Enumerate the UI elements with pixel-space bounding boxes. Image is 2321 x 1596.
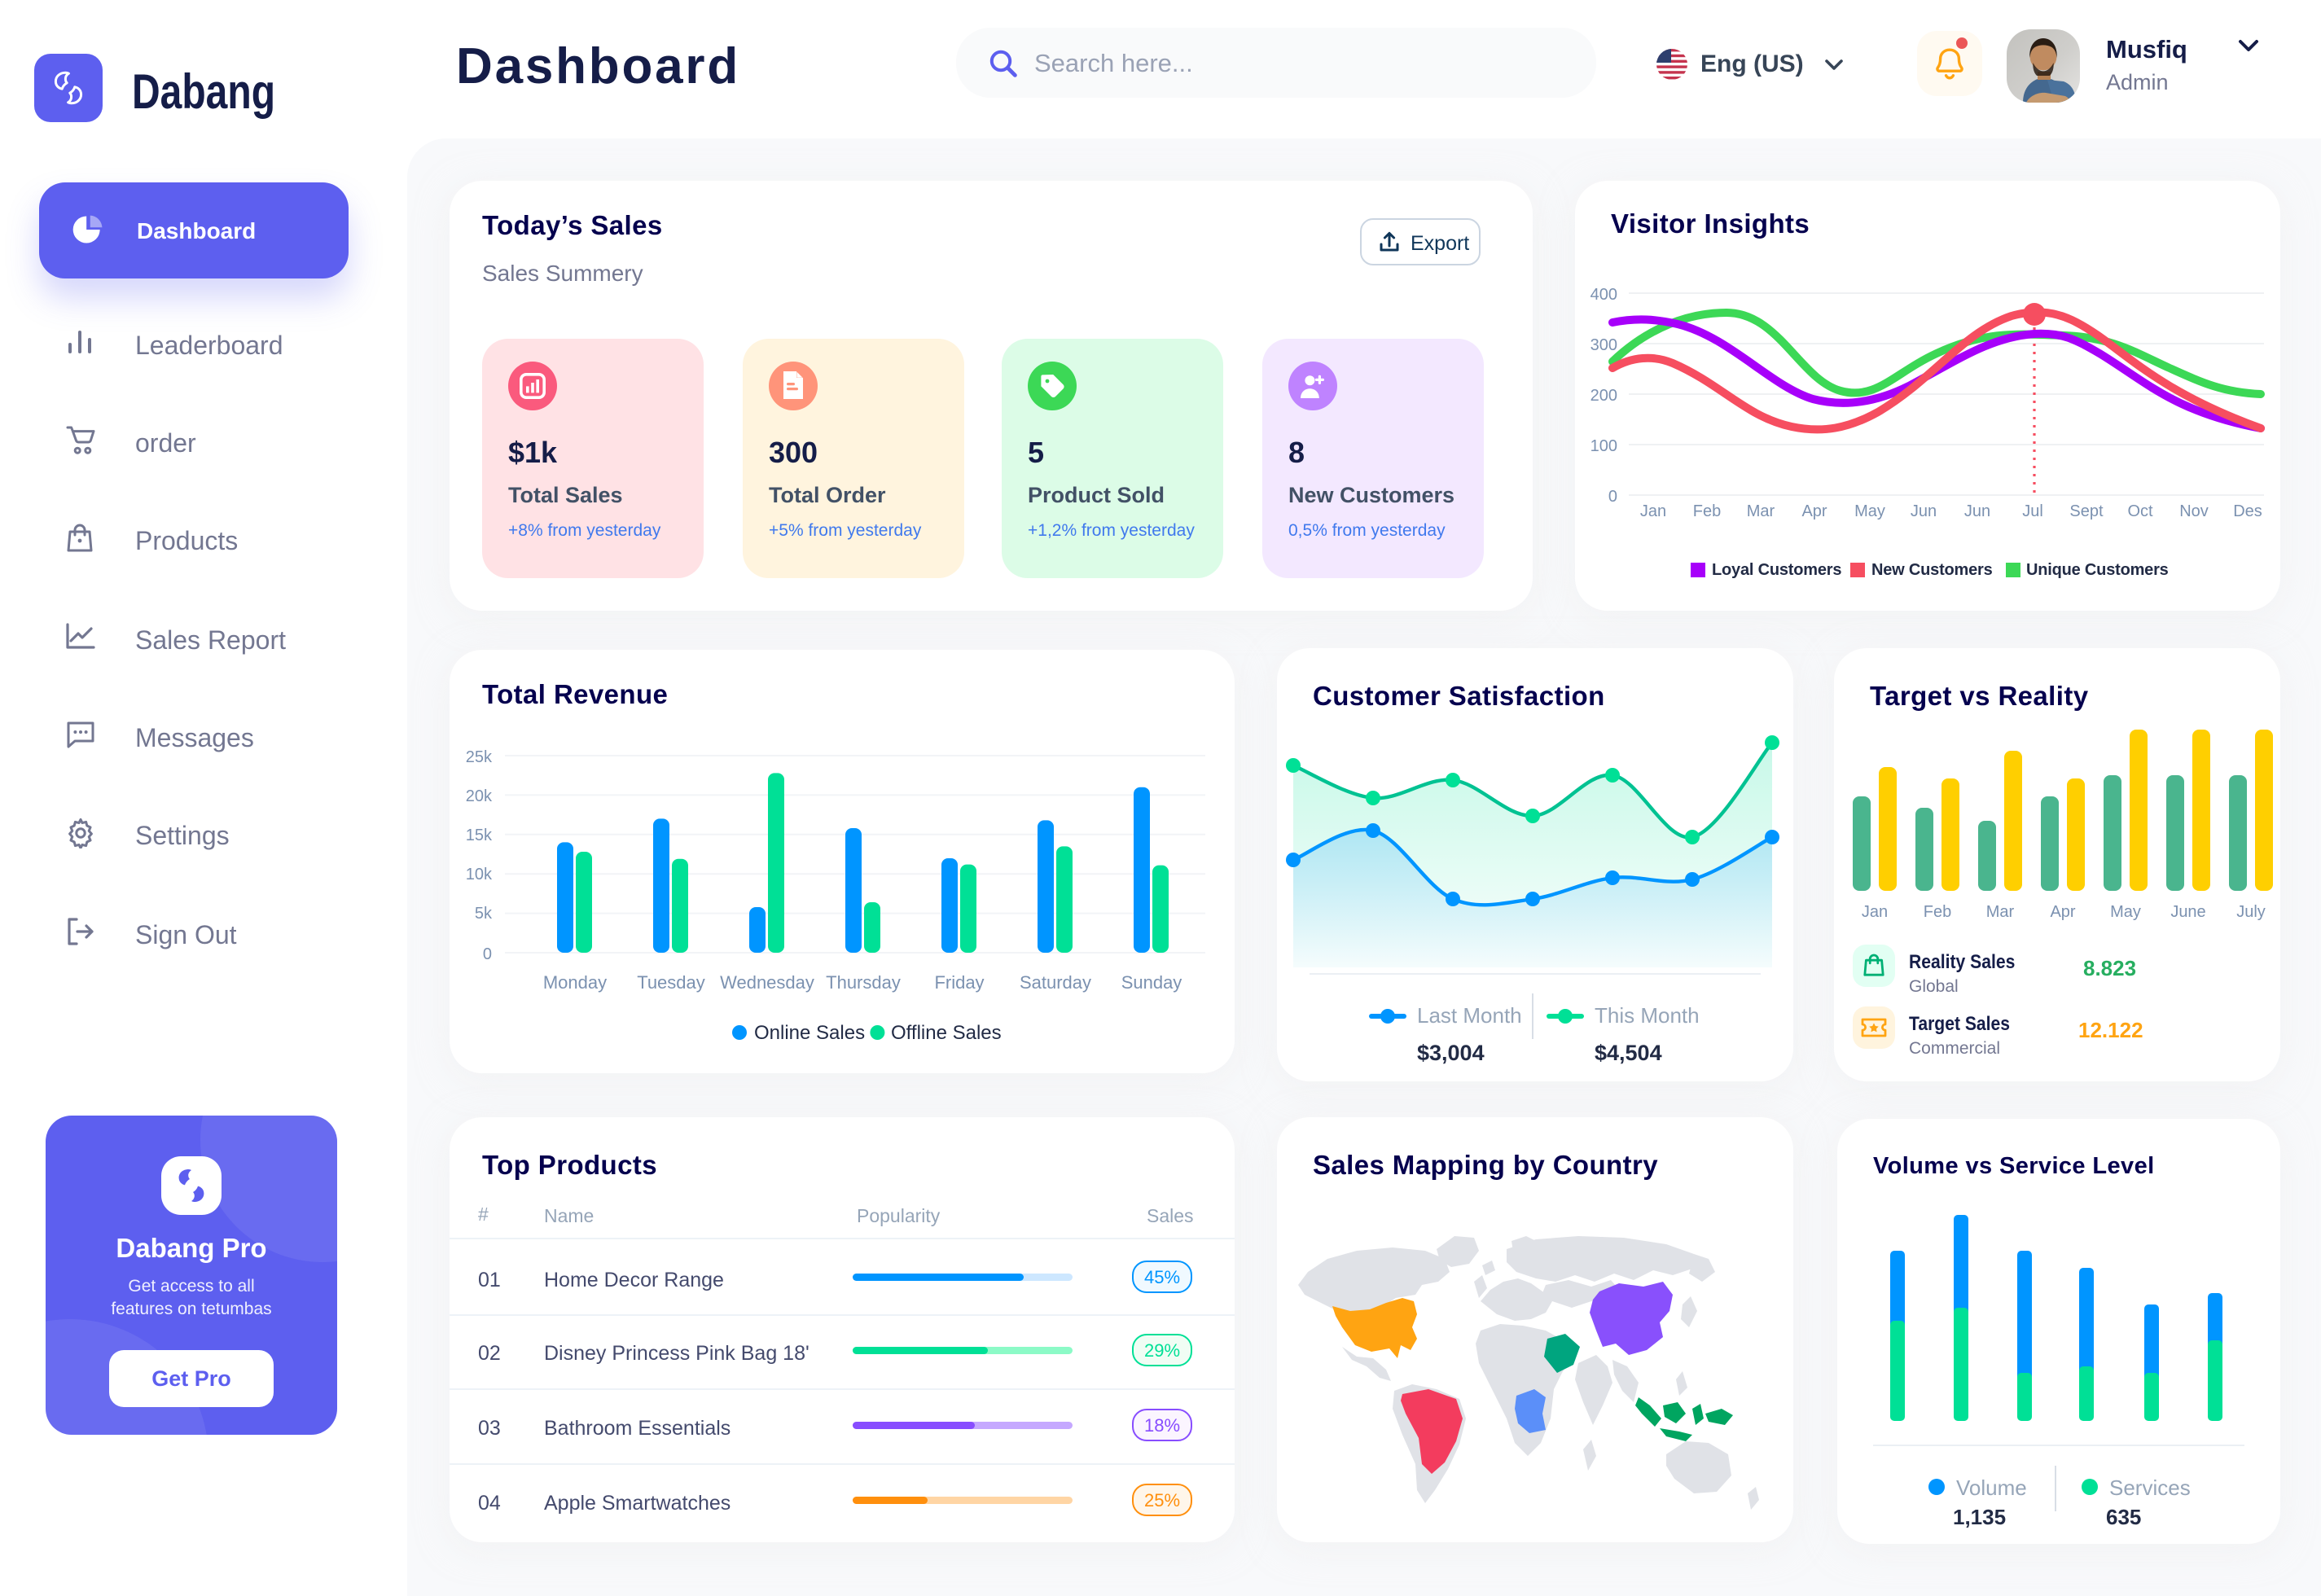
svg-text:Sept: Sept bbox=[2069, 502, 2104, 520]
svg-text:Mar: Mar bbox=[1747, 502, 1775, 520]
svg-text:Volume: Volume bbox=[1956, 1475, 2027, 1500]
svg-text:0: 0 bbox=[483, 945, 492, 963]
svg-text:Sunday: Sunday bbox=[1121, 972, 1182, 993]
svg-text:Friday: Friday bbox=[934, 972, 984, 993]
svg-text:May: May bbox=[1854, 502, 1885, 520]
svg-text:Jun: Jun bbox=[1911, 502, 1937, 520]
svg-text:400: 400 bbox=[1590, 286, 1617, 304]
svg-text:July: July bbox=[2236, 903, 2266, 921]
svg-text:Offline Sales: Offline Sales bbox=[891, 1022, 1002, 1044]
svg-text:$4,504: $4,504 bbox=[1595, 1041, 1662, 1065]
svg-text:June: June bbox=[2170, 903, 2205, 921]
svg-text:May: May bbox=[2110, 903, 2141, 921]
svg-text:20k: 20k bbox=[466, 787, 493, 805]
svg-text:Last Month: Last Month bbox=[1417, 1003, 1522, 1028]
svg-text:Oct: Oct bbox=[2127, 502, 2153, 520]
svg-text:Thursday: Thursday bbox=[826, 972, 901, 993]
svg-text:5k: 5k bbox=[475, 905, 493, 923]
svg-text:100: 100 bbox=[1590, 437, 1617, 455]
svg-text:1,135: 1,135 bbox=[1953, 1505, 2006, 1529]
svg-text:Apr: Apr bbox=[1801, 502, 1827, 520]
svg-text:635: 635 bbox=[2106, 1505, 2141, 1529]
svg-text:25k: 25k bbox=[466, 748, 493, 766]
svg-text:0: 0 bbox=[1608, 488, 1617, 506]
svg-text:Online Sales: Online Sales bbox=[754, 1022, 865, 1044]
svg-text:200: 200 bbox=[1590, 387, 1617, 405]
svg-text:Jun: Jun bbox=[1964, 502, 1990, 520]
svg-text:10k: 10k bbox=[466, 866, 493, 884]
svg-text:Services: Services bbox=[2109, 1475, 2191, 1500]
svg-text:Apr: Apr bbox=[2050, 903, 2075, 921]
svg-text:Monday: Monday bbox=[543, 972, 607, 993]
svg-text:This Month: This Month bbox=[1595, 1003, 1700, 1028]
svg-text:Jan: Jan bbox=[1862, 903, 1888, 921]
svg-text:Nov: Nov bbox=[2179, 502, 2209, 520]
svg-text:Saturday: Saturday bbox=[1020, 972, 1091, 993]
svg-text:Wednesday: Wednesday bbox=[720, 972, 814, 993]
svg-text:Des: Des bbox=[2233, 502, 2262, 520]
svg-text:Jul: Jul bbox=[2022, 502, 2043, 520]
svg-text:Mar: Mar bbox=[1986, 903, 2015, 921]
svg-text:Feb: Feb bbox=[1924, 903, 1951, 921]
svg-text:15k: 15k bbox=[466, 826, 493, 844]
svg-text:Jan: Jan bbox=[1640, 502, 1666, 520]
svg-text:300: 300 bbox=[1590, 336, 1617, 354]
svg-text:Feb: Feb bbox=[1693, 502, 1721, 520]
svg-text:$3,004: $3,004 bbox=[1417, 1041, 1485, 1065]
svg-text:Tuesday: Tuesday bbox=[637, 972, 705, 993]
